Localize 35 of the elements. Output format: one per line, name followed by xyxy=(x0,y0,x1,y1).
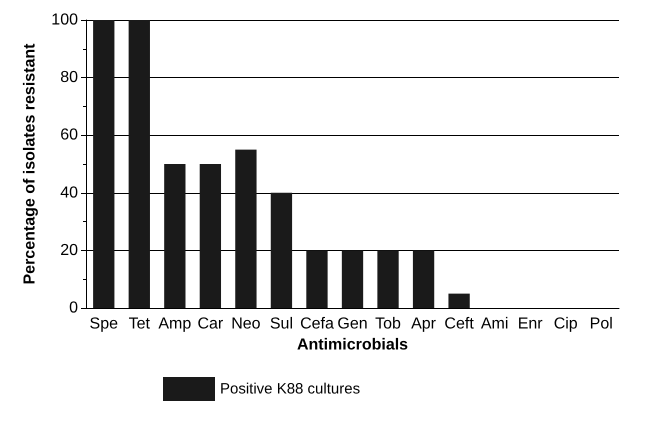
bar xyxy=(377,250,399,308)
bar xyxy=(235,150,257,308)
bar xyxy=(412,250,434,308)
bar xyxy=(128,20,150,308)
x-tick-label: Cip xyxy=(554,316,578,332)
x-tick-label: Sul xyxy=(270,316,293,332)
bar xyxy=(270,192,292,308)
y-axis-title: Percentage of isolates resistant xyxy=(22,42,38,284)
x-axis-title: Antimicrobials xyxy=(296,336,408,354)
x-tick-label: Enr xyxy=(518,316,544,332)
x-tick-label: Amp xyxy=(158,316,192,332)
bar xyxy=(306,250,328,308)
bar xyxy=(342,250,364,308)
x-tick-label: Tob xyxy=(375,316,402,332)
x-tick-label: Spe xyxy=(90,316,118,332)
x-tick-label: Pol xyxy=(590,316,613,332)
x-tick-label: Ceft xyxy=(444,316,474,332)
x-tick-label: Tet xyxy=(128,316,151,332)
y-tick-label: 60 xyxy=(60,126,78,144)
y-tick-label: 0 xyxy=(69,300,78,316)
x-tick-label: Ami xyxy=(480,316,508,332)
x-tick-label: Neo xyxy=(231,316,261,332)
y-tick-label: 40 xyxy=(60,184,78,202)
x-tick-label: Cefa xyxy=(300,316,334,332)
x-tick-label: Apr xyxy=(411,316,437,332)
bar xyxy=(93,20,114,308)
bar xyxy=(200,164,222,308)
x-tick-label: Gen xyxy=(337,316,368,332)
bar xyxy=(164,164,186,308)
x-tick-label: Car xyxy=(197,316,224,332)
y-tick-label: 20 xyxy=(60,242,78,259)
y-tick-label: 80 xyxy=(60,69,78,86)
legend-label: Positive K88 cultures xyxy=(220,380,360,398)
y-tick-label: 100 xyxy=(51,12,78,28)
bar xyxy=(448,294,470,308)
